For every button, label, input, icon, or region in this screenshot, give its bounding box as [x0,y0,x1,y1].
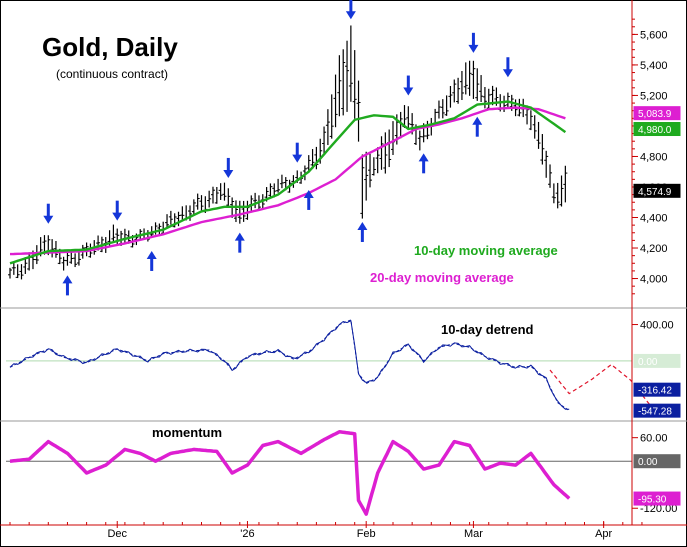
ma10-line [9,100,567,265]
x-tick-label: Apr [595,528,612,540]
chart-title: Gold, Daily [42,32,178,62]
arrow-head [43,215,54,224]
cycle-top-arrow [43,203,54,224]
arrow-head [292,154,303,163]
momentum-y-tick-label: -120.00 [640,503,677,515]
arrow-head [472,116,483,125]
marker-layer [43,0,513,296]
price-y-tick-label: 5,200 [640,90,668,102]
detrend-line [9,320,570,410]
price-y-tick-label: 4,200 [640,243,668,255]
label-layer: Gold, Daily (continuous contract) 10-day… [42,32,558,440]
cycle-bottom-arrow [234,232,245,253]
tag-layer: 5,083.9 4,980.0 4,574.9 0.00 -316.42 -547.28 0… [633,106,681,506]
x-tick-label: Mar [464,528,483,540]
ma10-value-tag: 4,980.0 [638,125,672,136]
cycle-bottom-arrow [472,116,483,137]
cycle-top-arrow [403,75,414,96]
cycle-top-arrow [502,57,513,78]
arrow-head [234,232,245,241]
arrow-head [403,87,414,96]
detrend-y-tick-label: 400.00 [640,320,674,332]
detrend-title: 10-day detrend [441,322,534,337]
detrend-last-tag-box [633,403,681,418]
detrend-smoothed-line [9,319,570,412]
arrow-head [303,189,314,198]
detrend-zero-tag: 0.00 [638,357,658,368]
price-y-tick-label: 5,600 [640,29,668,41]
cycle-bottom-arrow [146,250,157,271]
arrow-head [418,153,429,162]
cycle-top-arrow [468,32,479,53]
x-tick-label: Dec [107,528,127,540]
ma20-value-tag-box [633,106,681,121]
ma20-line [9,106,566,256]
momentum-zero-tag-box [633,454,681,469]
cycle-top-arrow [345,0,356,20]
arrow-head [357,221,368,230]
ma10-value-tag-box [633,122,681,137]
chart-subtitle: (continuous contract) [56,67,168,81]
legend-ma10: 10-day moving average [414,243,558,258]
momentum-y-tick-label: 60.00 [640,433,668,445]
arrow-head [502,69,513,78]
arrow-head [62,275,73,284]
price-y-tick-label: 4,000 [640,274,668,286]
price-y-tick-label: 4,800 [640,151,668,163]
legend-ma20: 20-day moving average [370,270,514,285]
cycle-bottom-arrow [303,189,314,210]
cycle-top-arrow [223,157,234,178]
ma20-value-tag: 5,083.9 [638,109,672,120]
price-y-tick-label: 4,400 [640,213,668,225]
detrend-forecast-tag: -316.42 [638,386,672,397]
cycle-top-arrow [112,200,123,221]
arrow-head [146,250,157,259]
momentum-title: momentum [152,425,222,440]
detrend-last-tag: -547.28 [638,407,672,418]
x-tick-label: '26 [240,528,254,540]
cycle-bottom-arrow [418,153,429,174]
last-price-tag: 4,574.9 [638,187,672,198]
x-tick-label: Feb [357,528,376,540]
detrend-forecast-tag-box [633,382,681,397]
momentum-last-tag-box [633,491,681,506]
momentum-line [9,430,571,516]
arrow-head [468,44,479,53]
momentum-last-tag: -95.30 [638,495,667,506]
arrow-head [345,11,356,20]
series-layer [8,25,651,516]
cycle-top-arrow [292,142,303,163]
cycle-bottom-arrow [62,275,73,296]
price-y-tick-label: 5,400 [640,60,668,72]
momentum-zero-tag: 0.00 [638,457,658,468]
arrow-head [223,169,234,178]
arrow-head [112,212,123,221]
cycle-bottom-arrow [357,221,368,242]
last-price-tag-box [633,183,681,198]
detrend-zero-tag-box [633,353,681,368]
